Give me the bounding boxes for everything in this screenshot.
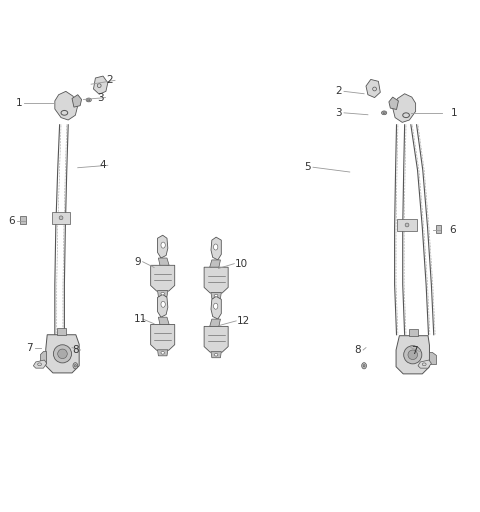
- Polygon shape: [204, 267, 228, 293]
- Polygon shape: [34, 360, 47, 368]
- Ellipse shape: [161, 292, 165, 295]
- Polygon shape: [393, 94, 416, 122]
- Ellipse shape: [408, 350, 418, 359]
- Ellipse shape: [87, 99, 90, 101]
- Text: 12: 12: [237, 316, 251, 326]
- Polygon shape: [210, 260, 220, 270]
- Polygon shape: [158, 317, 169, 328]
- Polygon shape: [55, 91, 78, 120]
- Bar: [52, 212, 70, 224]
- Polygon shape: [157, 350, 168, 356]
- Polygon shape: [39, 351, 46, 364]
- Text: 8: 8: [72, 345, 79, 355]
- Polygon shape: [157, 294, 168, 317]
- Polygon shape: [396, 336, 430, 374]
- Text: 2: 2: [336, 87, 342, 96]
- Ellipse shape: [161, 242, 165, 248]
- Text: 7: 7: [411, 347, 418, 356]
- Ellipse shape: [161, 352, 165, 354]
- Polygon shape: [211, 352, 221, 358]
- Text: 5: 5: [304, 162, 311, 172]
- Polygon shape: [366, 79, 380, 98]
- Text: 8: 8: [355, 345, 361, 355]
- Ellipse shape: [215, 294, 218, 297]
- Ellipse shape: [214, 244, 218, 250]
- Polygon shape: [211, 292, 221, 298]
- Text: 1: 1: [16, 98, 23, 109]
- Ellipse shape: [59, 216, 63, 220]
- Polygon shape: [210, 319, 220, 329]
- Ellipse shape: [405, 223, 409, 227]
- Ellipse shape: [215, 353, 218, 356]
- Polygon shape: [418, 360, 432, 368]
- Text: 6: 6: [449, 225, 456, 235]
- Polygon shape: [94, 76, 108, 94]
- Text: 3: 3: [336, 108, 342, 118]
- Polygon shape: [211, 237, 221, 260]
- Ellipse shape: [73, 362, 78, 369]
- Polygon shape: [211, 296, 221, 319]
- Bar: [436, 225, 441, 233]
- Ellipse shape: [86, 98, 91, 102]
- Polygon shape: [46, 335, 79, 373]
- Ellipse shape: [382, 111, 387, 115]
- Polygon shape: [72, 95, 82, 107]
- Ellipse shape: [363, 365, 365, 367]
- Text: 10: 10: [235, 259, 248, 269]
- Text: 9: 9: [134, 257, 141, 267]
- Text: 1: 1: [451, 108, 457, 118]
- Ellipse shape: [404, 346, 422, 364]
- Bar: [397, 219, 417, 231]
- Polygon shape: [409, 329, 419, 336]
- Ellipse shape: [58, 349, 67, 358]
- Text: 3: 3: [97, 93, 104, 102]
- Text: 2: 2: [107, 75, 113, 86]
- Polygon shape: [57, 328, 66, 335]
- Text: 11: 11: [134, 314, 147, 324]
- Ellipse shape: [214, 303, 218, 309]
- Text: 7: 7: [26, 343, 33, 353]
- Ellipse shape: [383, 112, 385, 114]
- Polygon shape: [151, 325, 175, 350]
- Ellipse shape: [53, 345, 72, 363]
- Polygon shape: [157, 291, 168, 296]
- Ellipse shape: [161, 301, 165, 307]
- Polygon shape: [157, 235, 168, 258]
- Polygon shape: [389, 97, 398, 110]
- Text: 6: 6: [9, 216, 15, 226]
- Text: 4: 4: [99, 160, 106, 170]
- Ellipse shape: [74, 365, 76, 367]
- Polygon shape: [151, 265, 175, 291]
- Polygon shape: [430, 352, 436, 365]
- Ellipse shape: [362, 362, 366, 369]
- Polygon shape: [158, 258, 169, 268]
- Bar: [21, 216, 26, 224]
- Polygon shape: [204, 326, 228, 352]
